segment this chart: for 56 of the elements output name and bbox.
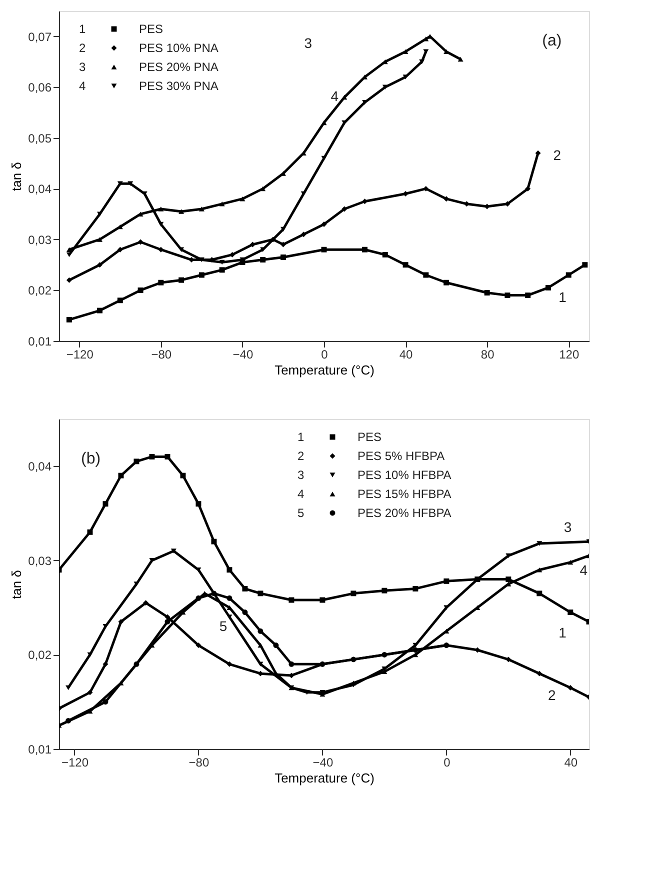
- annotation: 1: [558, 289, 567, 306]
- text: 2: [298, 449, 304, 463]
- legend-label: PES 5% HFBPA: [358, 449, 445, 463]
- y-tick-label: 0,03: [28, 554, 52, 568]
- text: 2: [79, 41, 86, 55]
- text: 1: [298, 430, 304, 444]
- x-tick-label: 120: [559, 348, 580, 362]
- y-axis-title: tan δ: [9, 570, 24, 599]
- annotation: (a): [542, 32, 562, 50]
- y-tick-label: 0,07: [28, 30, 52, 44]
- annotation: 3: [564, 518, 572, 535]
- legend-label: PES 10% PNA: [139, 41, 218, 55]
- x-tick-label: −40: [312, 756, 334, 770]
- y-tick-label: 0,03: [28, 232, 52, 247]
- text: 3: [79, 60, 86, 74]
- y-tick-label: 0,04: [28, 460, 52, 474]
- annotation: 5: [219, 618, 228, 634]
- legend-label: PES 10% HFBPA: [358, 468, 452, 482]
- y-tick-label: 0,05: [28, 131, 52, 146]
- y-tick-label: 0,04: [28, 182, 52, 196]
- text: 1: [79, 22, 86, 36]
- y-tick-label: 0,01: [28, 334, 52, 348]
- y-axis-title: tan δ: [9, 162, 24, 191]
- x-tick-label: 0: [444, 756, 451, 770]
- text: 4: [79, 79, 86, 93]
- y-tick-label: 0,06: [28, 80, 52, 95]
- legend-label: PES: [139, 22, 164, 36]
- annotation: 2: [553, 147, 562, 164]
- annotation: 4: [580, 562, 588, 578]
- legend-label: PES 15% HFBPA: [358, 487, 452, 501]
- text: 5: [298, 506, 304, 520]
- text: 4: [298, 487, 304, 501]
- legend-label: PES 20% PNA: [139, 60, 218, 74]
- x-tick-label: −120: [66, 348, 94, 362]
- x-tick-label: 40: [564, 756, 578, 770]
- x-tick-label: 0: [321, 348, 328, 362]
- annotation: 2: [548, 687, 556, 704]
- annotation: 4: [330, 88, 339, 104]
- x-tick-label: −120: [61, 756, 89, 770]
- x-tick-label: −80: [188, 756, 210, 770]
- text: 3: [298, 468, 304, 482]
- annotation: 3: [304, 35, 312, 51]
- y-tick-label: 0,02: [28, 284, 52, 298]
- x-tick-label: 40: [399, 348, 414, 362]
- annotation: (b): [81, 450, 101, 468]
- legend-label: PES 20% HFBPA: [358, 506, 452, 520]
- x-tick-label: −80: [151, 348, 172, 362]
- x-axis-title: Temperature (°C): [274, 770, 374, 786]
- x-axis-title: Temperature (°C): [274, 362, 374, 378]
- legend-label: PES 30% PNA: [139, 79, 218, 93]
- x-tick-label: 80: [480, 348, 495, 362]
- y-tick-label: 0,01: [28, 742, 52, 756]
- x-tick-label: −40: [232, 348, 254, 362]
- legend-label: PES: [358, 430, 382, 444]
- annotation: 1: [558, 624, 567, 640]
- y-tick-label: 0,02: [28, 648, 52, 662]
